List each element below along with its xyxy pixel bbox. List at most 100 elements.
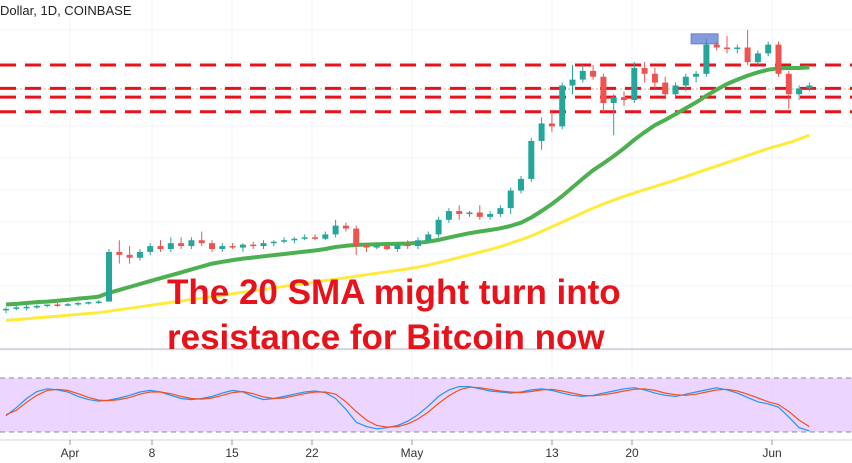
candle-body <box>219 246 226 249</box>
candle <box>270 240 277 247</box>
candle <box>435 216 442 238</box>
candle-body <box>229 246 236 248</box>
candle-body <box>713 44 720 48</box>
candle-body <box>75 303 82 305</box>
candle <box>693 70 700 83</box>
candle <box>415 237 421 249</box>
candle <box>528 138 535 182</box>
candle-body <box>23 306 30 309</box>
candle <box>621 91 627 106</box>
candle <box>754 50 761 66</box>
candle-body <box>301 237 308 239</box>
candle <box>775 41 782 77</box>
candle-body <box>693 73 700 77</box>
candle <box>796 85 803 101</box>
candle <box>64 303 71 307</box>
candle-body <box>260 243 267 247</box>
candle-body <box>188 240 195 247</box>
x-axis: Apr 8 15 22 May 13 20 Jun <box>0 439 852 460</box>
candle-body <box>281 240 288 242</box>
candle <box>476 205 483 220</box>
symbol-title: Dollar, 1D, COINBASE <box>0 3 132 18</box>
candle-body <box>373 246 380 248</box>
candle-body <box>3 308 9 311</box>
candle-body <box>167 243 174 249</box>
candle <box>662 76 669 98</box>
candle <box>590 65 597 80</box>
candle-body <box>600 76 607 103</box>
candle-body <box>487 213 494 217</box>
candle-body <box>445 211 452 220</box>
candle <box>85 301 92 305</box>
candle <box>559 82 566 130</box>
candle-body <box>507 190 514 209</box>
candle <box>507 187 514 214</box>
candle <box>332 219 339 238</box>
candle <box>126 246 133 264</box>
candle <box>54 303 61 307</box>
candle-body <box>363 246 370 248</box>
candle <box>734 44 741 54</box>
candle-body <box>796 88 803 95</box>
candle-body <box>64 304 71 306</box>
candle <box>600 73 607 112</box>
candle-body <box>415 240 421 247</box>
candle <box>363 243 370 252</box>
candle-body <box>126 254 133 258</box>
candle-body <box>662 82 669 95</box>
candle-body <box>754 53 761 63</box>
candle-body <box>95 301 102 304</box>
candle-body <box>270 241 277 244</box>
candle <box>384 244 391 251</box>
stochastic-panel <box>0 377 852 433</box>
candle <box>538 117 545 150</box>
candle <box>33 304 40 309</box>
candle <box>456 205 463 220</box>
candle-body <box>384 246 391 249</box>
candle <box>250 241 257 249</box>
candle <box>178 237 185 249</box>
candle-body <box>250 244 257 247</box>
candle <box>44 304 51 308</box>
candle <box>95 300 102 304</box>
candle <box>682 73 689 92</box>
candle-body <box>631 67 638 101</box>
candle-body <box>621 97 627 101</box>
sma50-line <box>5 133 810 322</box>
candle <box>487 211 494 220</box>
candle <box>548 111 555 133</box>
x-tick-label: 13 <box>545 446 559 460</box>
stochastic-line-1 <box>5 386 810 432</box>
candle-body <box>425 234 432 241</box>
candle-body <box>724 47 730 50</box>
candle <box>425 231 432 244</box>
x-tick-label: 22 <box>305 446 319 460</box>
candle <box>209 240 215 252</box>
candle <box>497 205 504 217</box>
resistance-lines <box>0 63 852 114</box>
candle-body <box>116 251 123 255</box>
x-tick-label: Jun <box>762 446 781 460</box>
annotation-line-2: resistance for Bitcoin now <box>167 318 605 357</box>
candle <box>651 67 658 89</box>
candle-body <box>435 219 442 235</box>
candle-body <box>672 85 679 95</box>
candle <box>106 249 112 302</box>
candle <box>579 65 586 83</box>
candle-body <box>466 212 473 214</box>
candle <box>518 176 524 194</box>
candle-body <box>579 70 586 80</box>
candle <box>116 240 123 264</box>
candle <box>806 82 813 92</box>
candle-body <box>703 44 710 74</box>
candle <box>260 240 267 249</box>
stochastic-line-2 <box>5 386 810 428</box>
candle-body <box>518 178 524 191</box>
candle <box>342 222 349 232</box>
annotation-line-1: The 20 SMA might turn into <box>167 273 621 312</box>
candle <box>219 243 226 252</box>
candle-body <box>136 251 143 258</box>
candle <box>281 237 288 244</box>
